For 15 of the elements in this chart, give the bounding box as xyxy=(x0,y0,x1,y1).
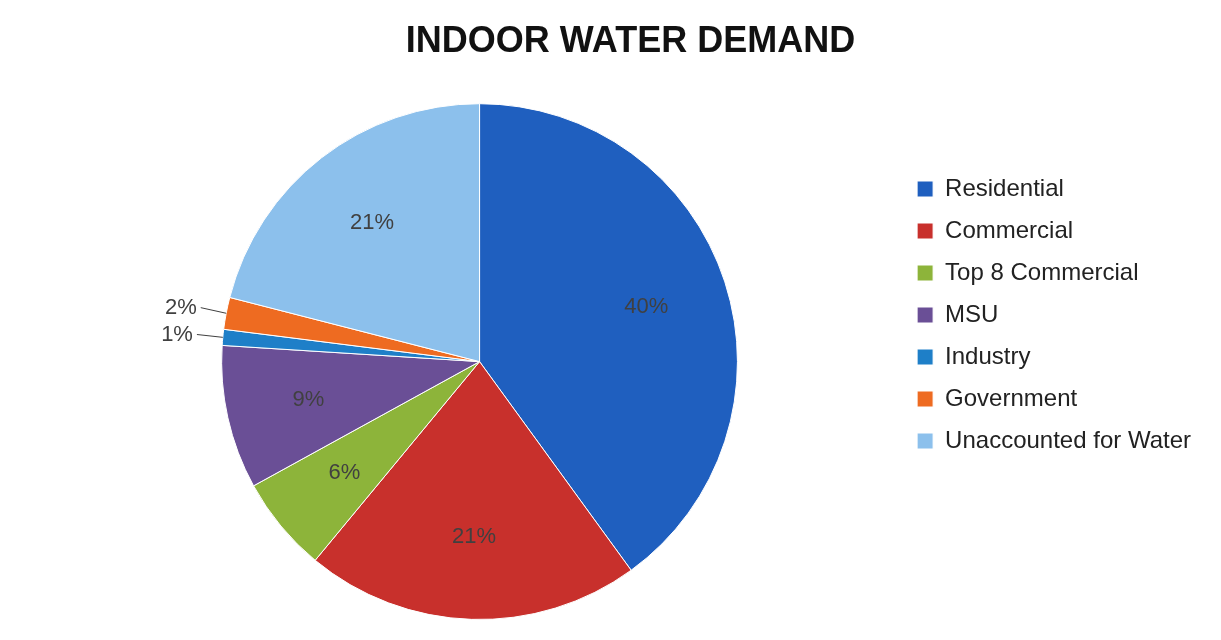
data-label: 21% xyxy=(452,522,497,548)
data-label: 9% xyxy=(292,385,325,411)
data-label: 21% xyxy=(350,209,395,235)
data-label: 2% xyxy=(164,293,197,319)
legend-label: Government xyxy=(945,383,1078,411)
legend-label: Unaccounted for Water xyxy=(945,425,1192,453)
data-label: 6% xyxy=(328,459,361,485)
legend-label: Industry xyxy=(945,341,1031,369)
legend-label: Residential xyxy=(945,173,1064,201)
legend-label: Commercial xyxy=(945,215,1074,243)
chart-title: INDOOR WATER DEMAND xyxy=(405,18,856,60)
legend-label: MSU xyxy=(945,299,999,327)
data-label: 1% xyxy=(161,320,193,346)
legend-label: Top 8 Commercial xyxy=(945,257,1139,285)
data-label: 40% xyxy=(624,293,669,319)
